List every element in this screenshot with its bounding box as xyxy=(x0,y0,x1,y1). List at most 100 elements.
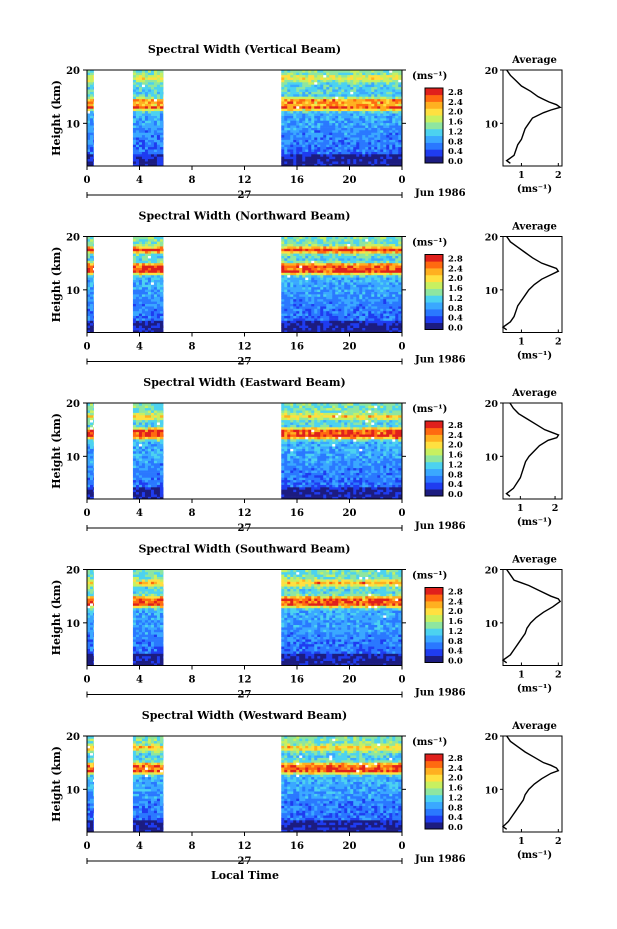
heatmap-cell xyxy=(368,132,372,136)
heatmap-cell xyxy=(371,139,375,143)
heatmap-cell xyxy=(380,289,384,292)
heatmap-cell xyxy=(87,403,91,406)
heatmap-cell xyxy=(159,79,164,83)
heatmap-cell xyxy=(159,72,164,76)
heatmap-cell xyxy=(320,103,324,107)
heatmap-cell xyxy=(296,258,300,261)
heatmap-cell xyxy=(365,313,369,316)
heatmap-cell xyxy=(284,127,288,131)
heatmap-cell xyxy=(329,118,333,121)
heatmap-cell xyxy=(389,156,393,160)
heatmap-cell xyxy=(332,118,336,121)
heatmap-cell xyxy=(323,113,327,116)
heatmap-cell xyxy=(153,427,158,430)
heatmap-cell xyxy=(356,108,360,112)
heatmap-cell xyxy=(392,142,396,145)
heatmap-cell xyxy=(374,130,378,133)
heatmap-cell xyxy=(344,284,348,288)
heatmap-cell xyxy=(281,144,285,148)
heatmap-cell xyxy=(347,158,351,162)
heatmap-cell xyxy=(332,270,336,273)
heatmap-cell xyxy=(144,298,149,302)
heatmap-cell xyxy=(317,330,321,333)
heatmap-cell xyxy=(293,296,297,300)
heatmap-cell xyxy=(290,72,294,76)
heatmap-cell xyxy=(386,96,390,100)
heatmap-cell xyxy=(377,250,381,254)
heatmap-cell xyxy=(90,110,94,114)
heatmap-cell xyxy=(296,72,300,76)
heatmap-cell xyxy=(323,163,327,167)
data-block-1 xyxy=(132,70,164,167)
heatmap-cell xyxy=(314,320,318,324)
heatmap-cell xyxy=(147,294,152,297)
heatmap-cell xyxy=(296,151,300,155)
heatmap-cell xyxy=(356,106,360,109)
heatmap-cell xyxy=(132,142,137,145)
heatmap-cell xyxy=(141,484,146,488)
heatmap-cell xyxy=(353,286,357,290)
heatmap-cell xyxy=(281,330,285,333)
heatmap-cell xyxy=(395,291,399,295)
heatmap-cell xyxy=(359,303,363,307)
heatmap-cell xyxy=(377,134,381,138)
heatmap-cell xyxy=(368,127,372,131)
heatmap-cell xyxy=(308,248,312,252)
heatmap-cell xyxy=(147,74,152,78)
heatmap-cell xyxy=(159,122,164,126)
heatmap-cell xyxy=(308,301,312,304)
heatmap-cell xyxy=(141,424,146,428)
heatmap-cell xyxy=(90,477,94,481)
heatmap-cell xyxy=(132,72,137,76)
heatmap-cell xyxy=(395,113,399,116)
heatmap-cell xyxy=(159,322,164,326)
heatmap-cell xyxy=(156,120,161,124)
heatmap-cell xyxy=(287,156,291,160)
heatmap-cell xyxy=(132,419,137,423)
heatmap-cell xyxy=(398,144,402,148)
heatmap-cell xyxy=(135,467,140,471)
heatmap-cell xyxy=(392,236,396,240)
heatmap-cell xyxy=(156,260,161,264)
heatmap-cell xyxy=(138,296,143,300)
heatmap-cell xyxy=(380,137,384,140)
heatmap-cell xyxy=(386,306,390,309)
heatmap-cell xyxy=(386,308,390,312)
heatmap-cell xyxy=(359,289,363,292)
heatmap-cell xyxy=(392,241,396,244)
heatmap-cell xyxy=(323,262,327,266)
heatmap-cell xyxy=(290,149,294,152)
heatmap-cell xyxy=(141,458,146,461)
heatmap-cell xyxy=(135,405,140,409)
heatmap-cell xyxy=(320,108,324,112)
heatmap-cell xyxy=(93,477,94,481)
heatmap-cell xyxy=(135,120,140,124)
heatmap-cell xyxy=(383,330,387,333)
heatmap-cell xyxy=(156,284,161,288)
heatmap-cell xyxy=(299,98,303,102)
heatmap-cell xyxy=(305,82,309,85)
heatmap-cell xyxy=(386,94,390,97)
heatmap-cell xyxy=(323,310,327,314)
heatmap-cell xyxy=(332,301,336,304)
heatmap-cell xyxy=(156,72,161,76)
heatmap-cell xyxy=(132,467,137,471)
heatmap-cell xyxy=(159,330,164,333)
heatmap-cell xyxy=(317,246,321,249)
heatmap-cell xyxy=(144,272,149,276)
heatmap-cell xyxy=(296,94,300,97)
heatmap-cell xyxy=(362,108,366,112)
heatmap-cell xyxy=(153,301,158,304)
heatmap-cell xyxy=(87,70,91,73)
heatmap-cell xyxy=(344,110,348,114)
colorbar-swatch xyxy=(425,274,443,283)
heatmap-cell xyxy=(395,96,399,100)
heatmap-cell xyxy=(392,291,396,295)
heatmap-cell xyxy=(359,144,363,148)
heatmap-cell xyxy=(135,308,140,312)
heatmap-cell xyxy=(153,467,158,471)
heatmap-cell xyxy=(395,270,399,273)
data-block-1 xyxy=(132,403,164,500)
heatmap-cell xyxy=(156,163,161,167)
heatmap-cell xyxy=(296,294,300,297)
